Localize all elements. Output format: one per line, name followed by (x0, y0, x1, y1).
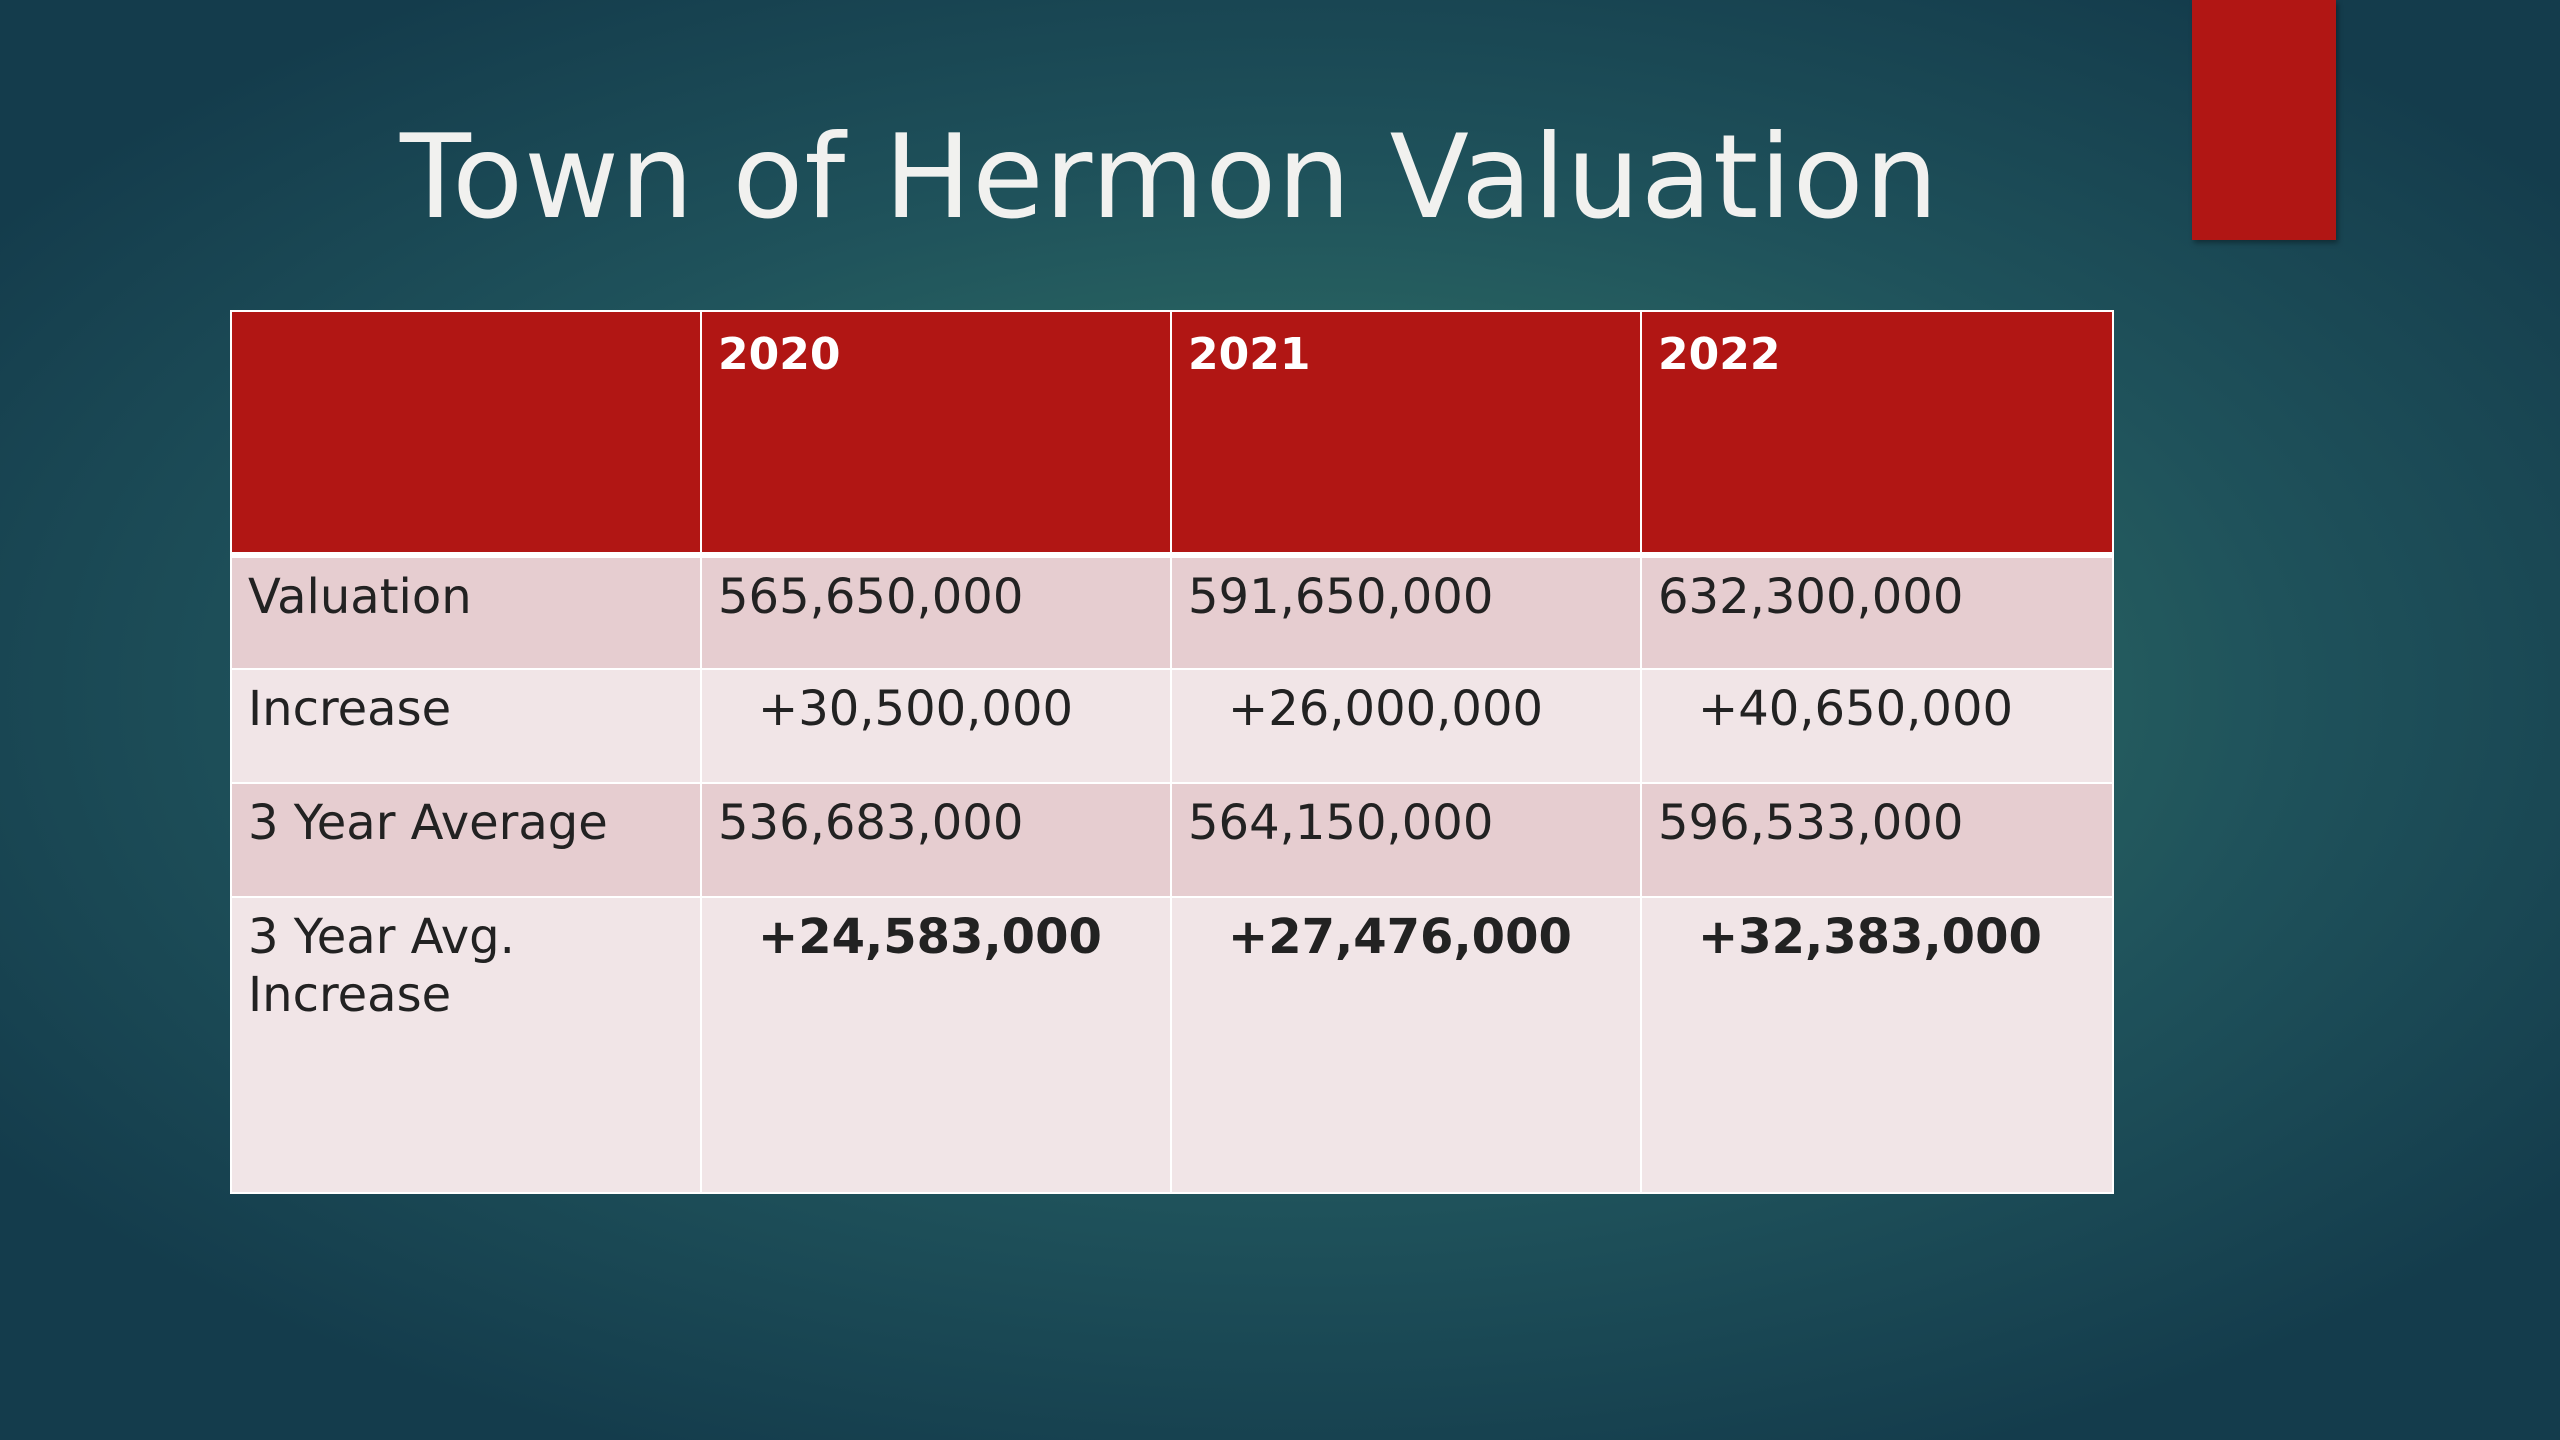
table-row-valuation: Valuation 565,650,000 591,650,000 632,30… (230, 554, 2114, 670)
table-cell: +26,000,000 (1170, 668, 1642, 784)
row-label: Increase (230, 668, 702, 784)
table-cell: 596,533,000 (1640, 782, 2114, 898)
table-cell: 565,650,000 (700, 554, 1172, 670)
accent-bar (2192, 0, 2336, 240)
table-cell: 564,150,000 (1170, 782, 1642, 898)
table-cell: 632,300,000 (1640, 554, 2114, 670)
header-cell-empty (230, 310, 702, 558)
table-row-3-year-avg-increase: 3 Year Avg. Increase +24,583,000 +27,476… (230, 896, 2114, 1194)
table-row-3-year-average: 3 Year Average 536,683,000 564,150,000 5… (230, 782, 2114, 898)
row-label: 3 Year Avg. Increase (230, 896, 702, 1194)
table-row-increase: Increase +30,500,000 +26,000,000 +40,650… (230, 668, 2114, 784)
table-cell: 536,683,000 (700, 782, 1172, 898)
row-label: Valuation (230, 554, 702, 670)
valuation-table: 2020 2021 2022 Valuation 565,650,000 591… (230, 310, 2114, 1194)
header-cell-2021: 2021 (1170, 310, 1642, 558)
table-cell: +32,383,000 (1640, 896, 2114, 1194)
table-header-row: 2020 2021 2022 (230, 310, 2114, 558)
table-cell: +27,476,000 (1170, 896, 1642, 1194)
slide-title: Town of Hermon Valuation (400, 110, 1940, 245)
table-cell: +24,583,000 (700, 896, 1172, 1194)
header-cell-2022: 2022 (1640, 310, 2114, 558)
table-cell: 591,650,000 (1170, 554, 1642, 670)
table-cell: +40,650,000 (1640, 668, 2114, 784)
table-cell: +30,500,000 (700, 668, 1172, 784)
header-cell-2020: 2020 (700, 310, 1172, 558)
row-label: 3 Year Average (230, 782, 702, 898)
